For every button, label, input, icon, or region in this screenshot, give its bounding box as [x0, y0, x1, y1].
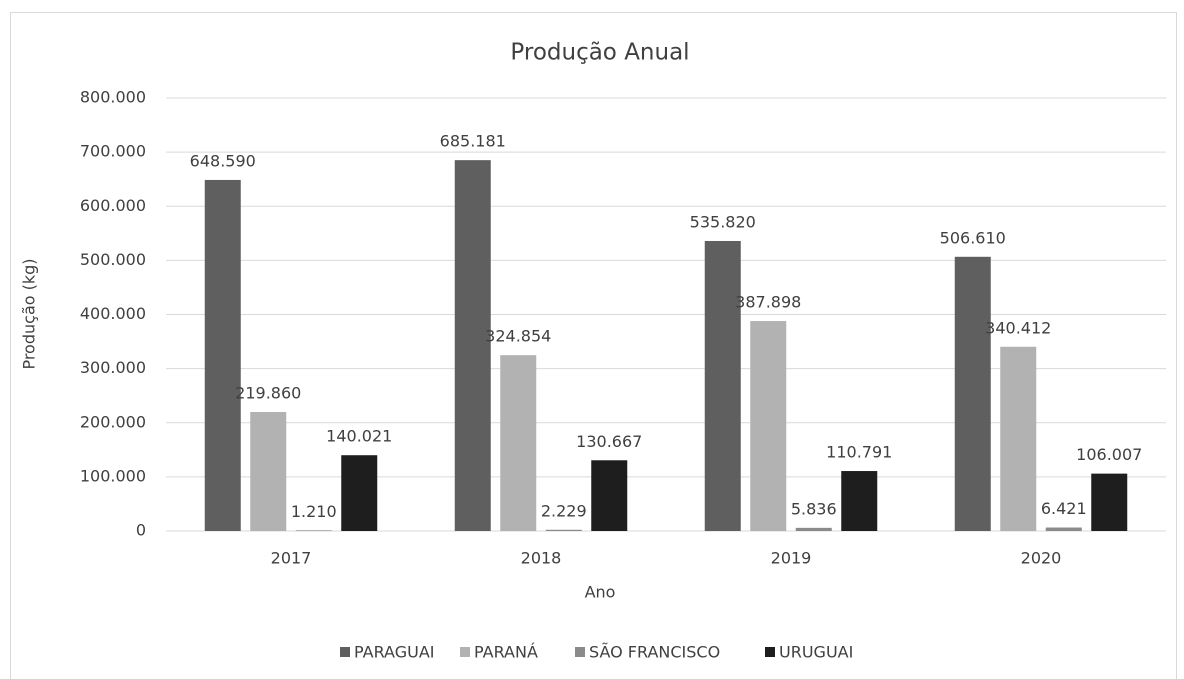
legend-swatch — [340, 647, 350, 657]
bar — [954, 256, 991, 531]
y-tick-label: 500.000 — [80, 250, 146, 269]
legend-label: SÃO FRANCISCO — [589, 643, 720, 662]
y-tick-label: 400.000 — [80, 304, 146, 323]
y-tick-label: 700.000 — [80, 142, 146, 161]
legend-swatch — [575, 647, 585, 657]
data-label: 648.590 — [190, 151, 256, 170]
data-label: 1.210 — [291, 502, 337, 521]
y-tick-label: 600.000 — [80, 196, 146, 215]
legend-swatch — [460, 647, 470, 657]
x-tick-label: 2017 — [271, 549, 312, 568]
bar — [704, 240, 741, 531]
legend-label: PARAGUAI — [354, 643, 434, 662]
data-label: 5.836 — [791, 499, 837, 518]
data-label: 387.898 — [735, 293, 801, 312]
chart-title: Produção Anual — [510, 40, 689, 66]
y-tick-label: 300.000 — [80, 358, 146, 377]
bar — [295, 530, 332, 531]
chart-frame — [10, 12, 1177, 679]
data-label: 106.007 — [1076, 445, 1142, 464]
bar — [204, 179, 241, 531]
data-label: 685.181 — [440, 132, 506, 151]
x-tick-label: 2020 — [1021, 549, 1062, 568]
bar — [1045, 527, 1082, 531]
bar — [841, 471, 878, 531]
bar — [454, 160, 491, 531]
data-label: 340.412 — [985, 318, 1051, 337]
y-axis-label: Produção (kg) — [20, 258, 39, 369]
bar — [1000, 346, 1037, 531]
data-label: 2.229 — [541, 501, 587, 520]
data-label: 140.021 — [326, 427, 392, 446]
data-label: 324.854 — [485, 327, 551, 346]
legend-label: URUGUAI — [779, 643, 853, 662]
legend-swatch — [765, 647, 775, 657]
bar — [750, 321, 787, 531]
bar — [1091, 473, 1128, 531]
x-axis-label: Ano — [585, 583, 616, 602]
y-tick-label: 200.000 — [80, 412, 146, 431]
data-label: 110.791 — [826, 443, 892, 462]
bar — [545, 529, 582, 531]
y-tick-label: 0 — [136, 521, 146, 540]
data-label: 6.421 — [1041, 499, 1087, 518]
data-label: 506.610 — [940, 228, 1006, 247]
data-label: 130.667 — [576, 432, 642, 451]
y-tick-label: 100.000 — [80, 466, 146, 485]
y-tick-label: 800.000 — [80, 88, 146, 107]
bar — [341, 455, 378, 531]
data-label: 535.820 — [690, 212, 756, 231]
x-tick-label: 2019 — [771, 549, 812, 568]
bar — [795, 527, 832, 531]
bar — [250, 412, 287, 531]
x-tick-label: 2018 — [521, 549, 562, 568]
data-label: 219.860 — [235, 384, 301, 403]
legend-label: PARANÁ — [474, 643, 538, 662]
bar — [591, 460, 628, 531]
bar — [500, 355, 537, 531]
